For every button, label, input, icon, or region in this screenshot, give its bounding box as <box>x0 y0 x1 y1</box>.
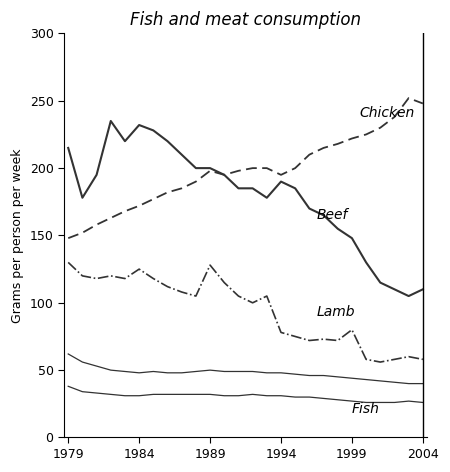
Text: Beef: Beef <box>316 208 348 222</box>
Text: Fish: Fish <box>352 402 380 416</box>
Text: Lamb: Lamb <box>316 305 355 319</box>
Text: Chicken: Chicken <box>359 106 414 120</box>
Y-axis label: Grams per person per week: Grams per person per week <box>11 148 24 323</box>
Title: Fish and meat consumption: Fish and meat consumption <box>130 11 361 29</box>
